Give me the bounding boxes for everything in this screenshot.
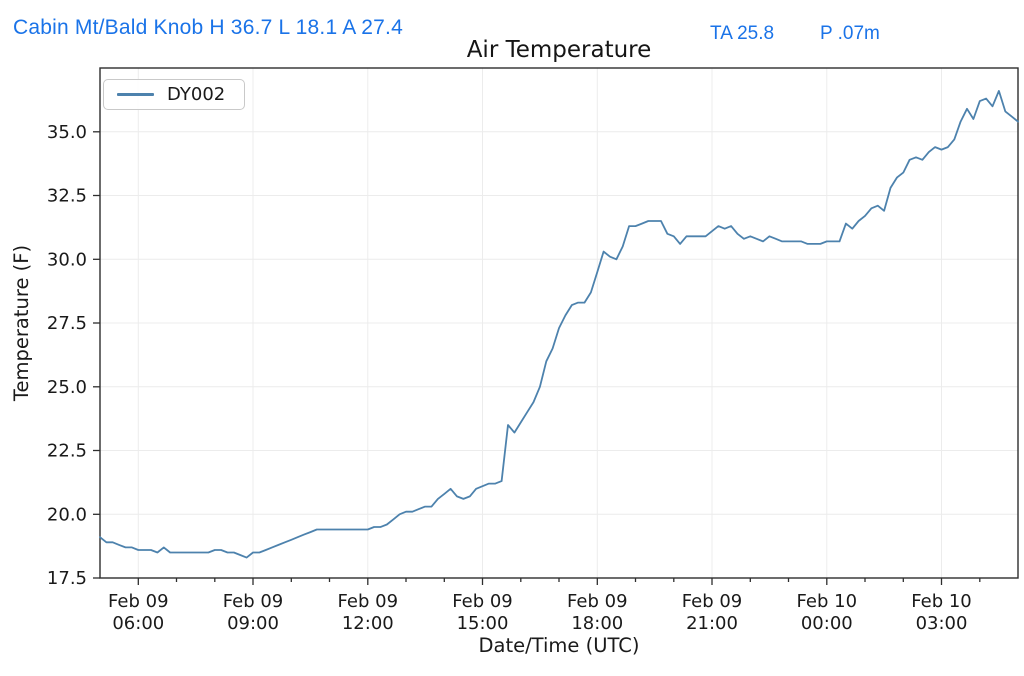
y-tick-label: 22.5 — [47, 441, 87, 462]
legend: DY002 — [103, 79, 245, 110]
x-tick-label: Feb 10 03:00 — [911, 591, 972, 634]
y-tick-label: 32.5 — [47, 186, 87, 207]
precip-total: P .07m — [820, 23, 880, 44]
chart-title: Air Temperature — [466, 37, 652, 63]
x-tick-label: Feb 09 21:00 — [682, 591, 743, 634]
y-tick-label: 17.5 — [47, 568, 87, 589]
legend-line-sample — [117, 93, 154, 96]
x-tick-label: Feb 09 12:00 — [338, 591, 399, 634]
gridlines — [100, 68, 1018, 579]
series-line-dy002 — [99, 90, 1019, 559]
x-tick-label: Feb 09 15:00 — [452, 591, 513, 634]
axis-ticks — [93, 131, 981, 585]
y-tick-label: 30.0 — [47, 249, 87, 270]
legend-label: DY002 — [167, 84, 226, 105]
y-axis-label: Temperature (F) — [10, 245, 33, 402]
x-axis-label: Date/Time (UTC) — [479, 634, 640, 657]
x-tick-label: Feb 09 18:00 — [567, 591, 628, 634]
x-tick-label: Feb 09 06:00 — [108, 591, 169, 634]
station-summary: Cabin Mt/Bald Knob H 36.7 L 18.1 A 27.4 — [13, 16, 403, 39]
current-air-temp: TA 25.8 — [710, 23, 775, 44]
x-tick-label: Feb 10 00:00 — [797, 591, 858, 634]
y-tick-label: 35.0 — [47, 122, 87, 143]
y-tick-label: 25.0 — [47, 377, 87, 398]
x-tick-label: Feb 09 09:00 — [223, 591, 284, 634]
y-tick-label: 20.0 — [47, 504, 87, 525]
y-tick-label: 27.5 — [47, 313, 87, 334]
